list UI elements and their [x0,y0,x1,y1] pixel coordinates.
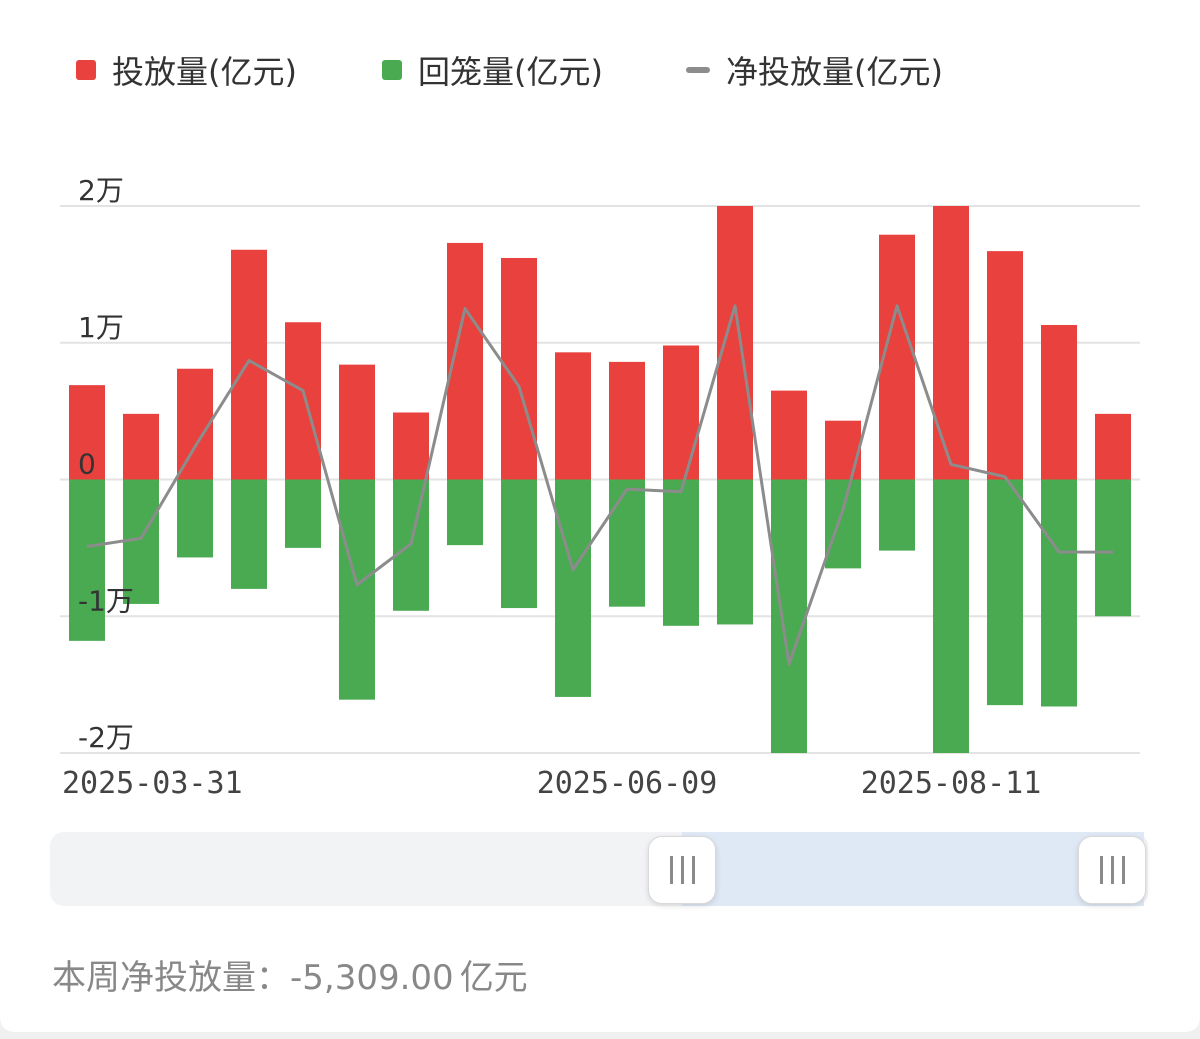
grip-icon [669,856,695,884]
legend-label-net: 净投放量(亿元) [726,53,943,91]
invest-bar [285,322,321,480]
withdraw-bar [717,479,753,625]
invest-bar [555,352,591,480]
invest-bar [393,412,429,480]
legend-swatch-invest [76,60,96,80]
invest-bar [717,206,753,480]
invest-bar [69,385,105,480]
invest-bar [231,249,267,480]
invest-bar [177,368,213,480]
invest-bar [933,206,969,480]
legend-item-invest[interactable]: 投放量(亿元) [76,40,297,100]
summary-label: 本周净投放量： [52,958,290,998]
x-tick-label: 2025-08-11 [861,766,1042,801]
withdraw-bar [771,479,807,753]
withdraw-bar [447,479,483,546]
chart-plot: 2万 1万 0 -1万 -2万 2025-03-31 2025-06-09 2025-08-… [60,174,1140,801]
withdraw-bar [609,479,645,607]
y-axis-labels: 2万 1万 0 -1万 -2万 [78,174,134,754]
y-tick-label: -1万 [78,584,134,617]
invest-bar [879,234,915,480]
withdraw-bar [555,479,591,697]
grid-lines [60,205,1140,754]
withdraw-bar [501,479,537,609]
invest-bar [771,390,807,480]
legend-item-withdraw[interactable]: 回笼量(亿元) [382,40,603,100]
invest-bar [609,361,645,480]
zoom-slider-end-handle[interactable] [1078,836,1146,904]
y-tick-label: 1万 [78,311,124,344]
withdraw-bar [933,479,969,753]
y-tick-label: -2万 [78,721,134,754]
invest-bar [123,413,159,480]
withdraw-bar [825,479,861,569]
withdraw-bar [663,479,699,626]
y-tick-label: 2万 [78,174,124,207]
withdraw-bar [69,479,105,641]
y-tick-label: 0 [78,448,96,481]
legend-item-net[interactable]: 净投放量(亿元) [686,40,943,100]
withdraw-bar [1041,479,1077,707]
x-axis-labels: 2025-03-31 2025-06-09 2025-08-11 [62,766,1041,801]
withdraw-bar [123,479,159,604]
summary-unit: 亿元 [459,958,528,998]
invest-bar [1041,324,1077,480]
invest-bar [987,251,1023,480]
x-tick-label: 2025-06-09 [537,766,718,801]
net-investment-line [86,304,1114,666]
withdraw-bar [1095,479,1131,617]
x-tick-label: 2025-03-31 [62,766,243,801]
zoom-slider-range[interactable] [682,832,1144,906]
withdraw-bar [987,479,1023,706]
legend-label-withdraw: 回笼量(亿元) [418,53,603,91]
legend-label-invest: 投放量(亿元) [112,53,297,91]
zoom-slider[interactable] [50,832,1148,906]
withdraw-bar [177,479,213,558]
invest-bar [1095,413,1131,480]
legend-swatch-withdraw [382,60,402,80]
net-line-group [86,304,1114,666]
withdraw-bar [285,479,321,548]
legend: 投放量(亿元) 回笼量(亿元) 净投放量(亿元) [0,40,1200,100]
zoom-slider-start-handle[interactable] [648,836,716,904]
summary-value: -5,309.00 [290,958,454,998]
grip-icon [1099,856,1125,884]
invest-bar [339,364,375,480]
weekly-net-summary: 本周净投放量：-5,309.00 亿元 [52,950,528,999]
invest-bar [825,420,861,480]
withdraw-bar [339,479,375,700]
legend-line-net [686,67,710,73]
withdraw-bar [231,479,267,589]
invest-bar [663,345,699,480]
withdraw-bar [879,479,915,551]
